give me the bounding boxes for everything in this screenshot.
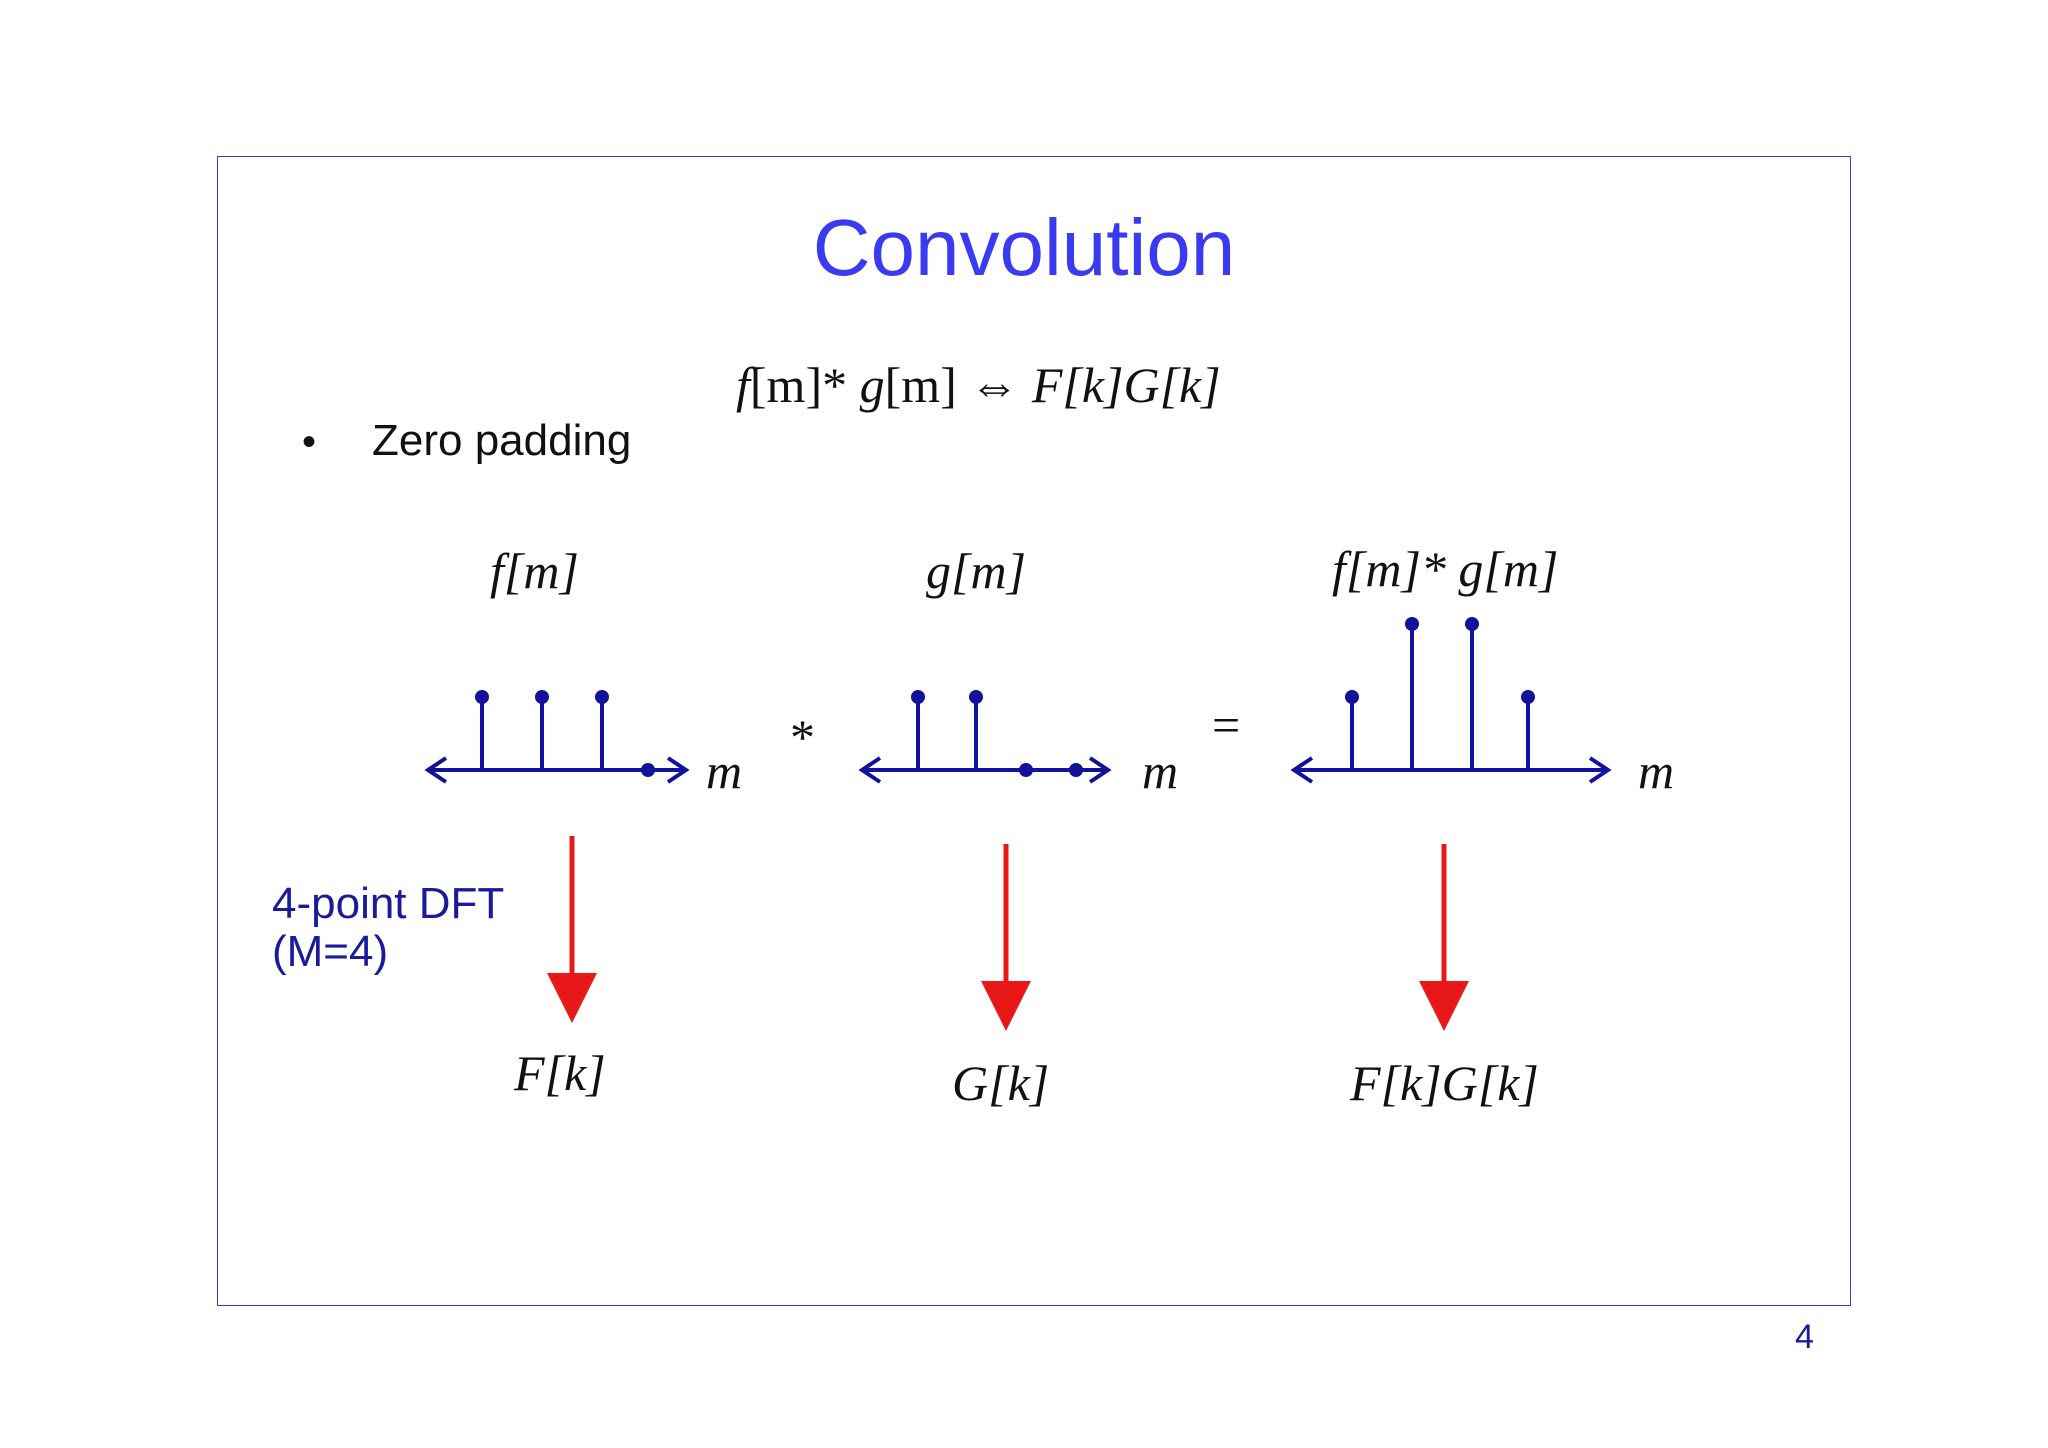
eq-conv-op: *: [822, 357, 848, 413]
fg-axis-label: m: [1638, 743, 1675, 799]
fg-stem-dot-0: [1345, 690, 1359, 704]
eq-f-arg: [m]: [749, 357, 823, 413]
convolution-equation: f[m]* g[m] ⇔ F[k]G[k]: [736, 360, 1221, 410]
page-number: 4: [1795, 1318, 1814, 1356]
g-stem-dot-2: [1019, 763, 1033, 777]
slide-title: Convolution: [812, 203, 1236, 292]
eq-equiv: ⇔: [969, 357, 1020, 413]
fg-stem-dot-3: [1521, 690, 1535, 704]
bullet-marker: •: [302, 420, 317, 464]
g-stem-dot-3: [1069, 763, 1083, 777]
f-result-label: F[k]: [514, 1045, 606, 1101]
fg-axis: [1290, 756, 1612, 784]
dft-label-line1: 4-point DFT: [272, 879, 505, 928]
g-axis-label: m: [1142, 743, 1179, 799]
fg-stem-dot-1: [1405, 617, 1419, 631]
g-stem-dot-0: [911, 690, 925, 704]
fg-label: f[m]* g[m]: [1332, 541, 1559, 597]
bullet-text: Zero padding: [372, 416, 632, 465]
g-label: g[m]: [926, 543, 1027, 599]
equals-operator: =: [1212, 697, 1241, 753]
stems: [475, 617, 1535, 777]
eq-f: f: [736, 357, 750, 413]
star-operator: *: [790, 709, 815, 765]
eq-g: g: [859, 357, 885, 413]
fg-result-label: F[k]G[k]: [1350, 1055, 1539, 1111]
slide-frame: [217, 156, 1851, 1306]
dft-label: 4-point DFT (M=4): [272, 879, 505, 977]
g-stem-dot-1: [969, 690, 983, 704]
f-stem-dot-2: [595, 690, 609, 704]
fg-stem-dot-2: [1465, 617, 1479, 631]
g-axis: [858, 756, 1112, 784]
f-stem-dot-0: [475, 690, 489, 704]
eq-g-arg: [m]: [884, 357, 957, 413]
f-axis-label: m: [706, 743, 743, 799]
f-stem-dot-1: [535, 690, 549, 704]
dft-label-line2: (M=4): [272, 927, 389, 977]
eq-rhs: F[k]G[k]: [1031, 357, 1221, 413]
f-stem-dot-3: [641, 763, 655, 777]
f-label: f[m]: [490, 543, 579, 599]
g-result-label: G[k]: [952, 1055, 1050, 1111]
